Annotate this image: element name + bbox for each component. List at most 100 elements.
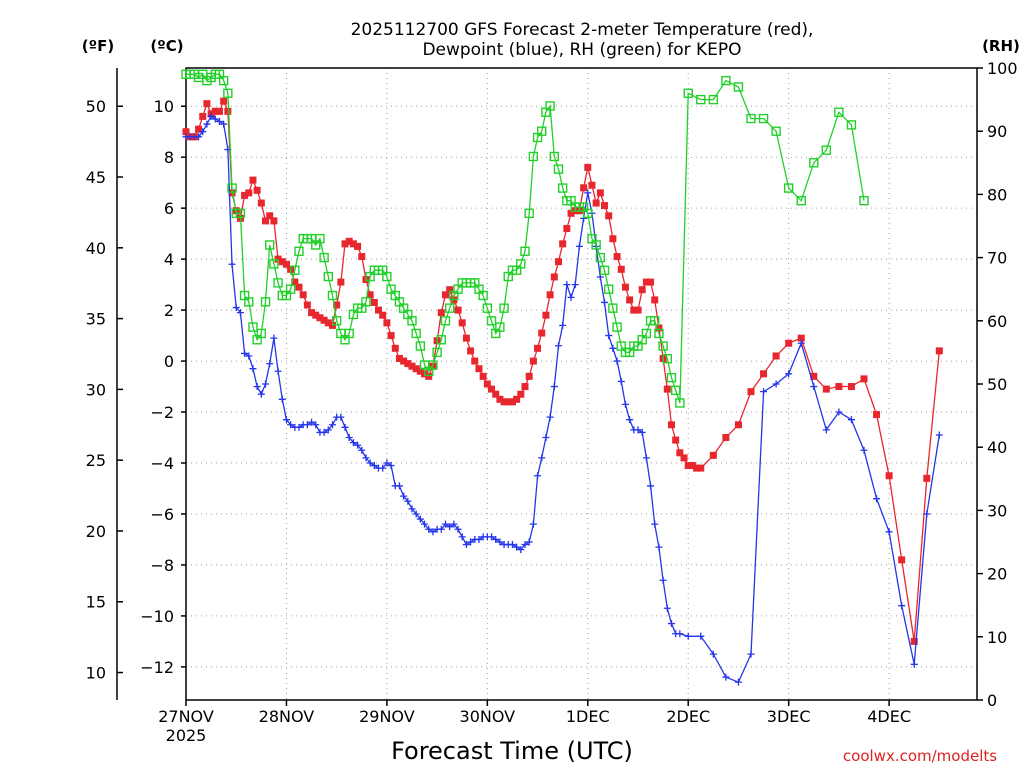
dewpoint-point <box>621 400 629 408</box>
rh-point <box>290 265 300 275</box>
fahrenheit-tick-label: 40 <box>86 239 106 258</box>
rh-point <box>382 271 392 282</box>
fahrenheit-tick-label: 50 <box>86 97 106 116</box>
dewpoint-point <box>873 495 881 503</box>
rh-point <box>821 145 832 155</box>
temperature-point <box>601 202 609 210</box>
celsius-tick-label: 2 <box>164 301 174 320</box>
temperature-point <box>634 306 642 314</box>
dewpoint-point <box>421 520 429 528</box>
dewpoint-point <box>354 441 362 449</box>
temperature-point <box>580 184 588 192</box>
dewpoint-point <box>408 505 416 513</box>
temperature-point <box>425 372 433 380</box>
temperature-point <box>504 398 512 406</box>
temperature-point <box>722 434 730 442</box>
temperature-point <box>747 388 755 396</box>
rh-tick-label: 50 <box>987 375 1007 394</box>
rh-point <box>440 316 451 326</box>
rh-point <box>285 284 296 294</box>
dewpoint-point <box>605 332 613 340</box>
dewpoint-point <box>638 428 646 436</box>
rh-point <box>223 88 233 98</box>
temperature-point <box>320 316 328 324</box>
dewpoint-point <box>659 576 667 584</box>
dewpoint-point <box>395 482 403 490</box>
temperature-point <box>592 199 600 207</box>
dewpoint-point <box>416 515 424 523</box>
rh-point <box>553 164 564 174</box>
rh-point <box>428 360 438 370</box>
rh-point <box>650 316 660 326</box>
dewpoint-point <box>822 426 830 434</box>
rh-point <box>557 183 568 193</box>
dewpoint-point <box>379 464 387 472</box>
temperature-point <box>303 301 311 309</box>
temperature-point <box>199 112 207 120</box>
temperature-point <box>554 258 562 266</box>
dewpoint-point <box>601 298 609 306</box>
dewpoint-point <box>935 431 943 439</box>
temperature-point <box>672 436 680 444</box>
rh-point <box>218 75 229 86</box>
temperature-point <box>642 278 650 286</box>
rh-point <box>294 246 304 256</box>
dewpoint-point <box>676 630 684 638</box>
temperature-point <box>471 357 479 365</box>
dewpoint-point <box>303 421 311 429</box>
dewpoint-point <box>492 535 500 543</box>
dewpoint-point <box>734 678 742 686</box>
dewpoint-point <box>534 472 542 480</box>
temperature-point <box>709 451 717 459</box>
celsius-tick-label: −6 <box>150 505 174 524</box>
temperature-point <box>873 411 881 419</box>
rh-point <box>670 385 681 396</box>
rh-point <box>733 82 744 92</box>
rh-point <box>604 284 614 294</box>
dewpoint-point <box>550 383 558 391</box>
rh-point <box>520 246 530 256</box>
temperature-point <box>760 370 768 378</box>
rh-point <box>528 151 539 162</box>
dewpoint-point <box>295 423 303 431</box>
temperature-point <box>282 260 290 268</box>
dewpoint-point <box>462 541 470 549</box>
rh-point <box>834 107 844 117</box>
rh-point <box>708 94 719 105</box>
dewpoint-point <box>655 543 663 551</box>
dewpoint-point <box>651 520 659 528</box>
temperature-point <box>734 421 742 429</box>
temperature-point <box>550 273 558 281</box>
rh-point <box>411 328 421 339</box>
temperature-point <box>488 385 496 393</box>
dewpoint-point <box>425 525 433 533</box>
rh-point <box>495 322 505 332</box>
dewpoint-point <box>860 446 868 454</box>
dewpoint-point <box>366 459 374 467</box>
dewpoint-point <box>747 650 755 658</box>
dewpoint-point <box>232 304 240 312</box>
temperature-point <box>454 306 462 314</box>
temperature-point <box>676 449 684 457</box>
temperature-point <box>630 306 638 314</box>
temperature-point <box>458 319 466 327</box>
rh-tick-label: 0 <box>987 691 997 710</box>
temperature-point <box>391 344 399 352</box>
temperature-point <box>195 125 203 133</box>
celsius-tick-label: −12 <box>140 658 174 677</box>
celsius-tick-label: −4 <box>150 454 174 473</box>
dewpoint-point <box>538 454 546 462</box>
rh-point <box>796 196 806 206</box>
temperature-point <box>542 311 550 319</box>
dewpoint-point <box>362 454 370 462</box>
temperature-point <box>546 291 554 299</box>
dewpoint-point <box>412 510 420 518</box>
dewpoint-point <box>885 528 893 536</box>
temperature-point <box>609 235 617 243</box>
celsius-tick-label: 0 <box>164 352 174 371</box>
rh-point <box>658 341 668 351</box>
temperature-point <box>517 390 525 398</box>
temperature-point <box>647 278 655 286</box>
dewpoint-point <box>358 446 366 454</box>
rh-unit-label: (RH) <box>982 37 1020 55</box>
